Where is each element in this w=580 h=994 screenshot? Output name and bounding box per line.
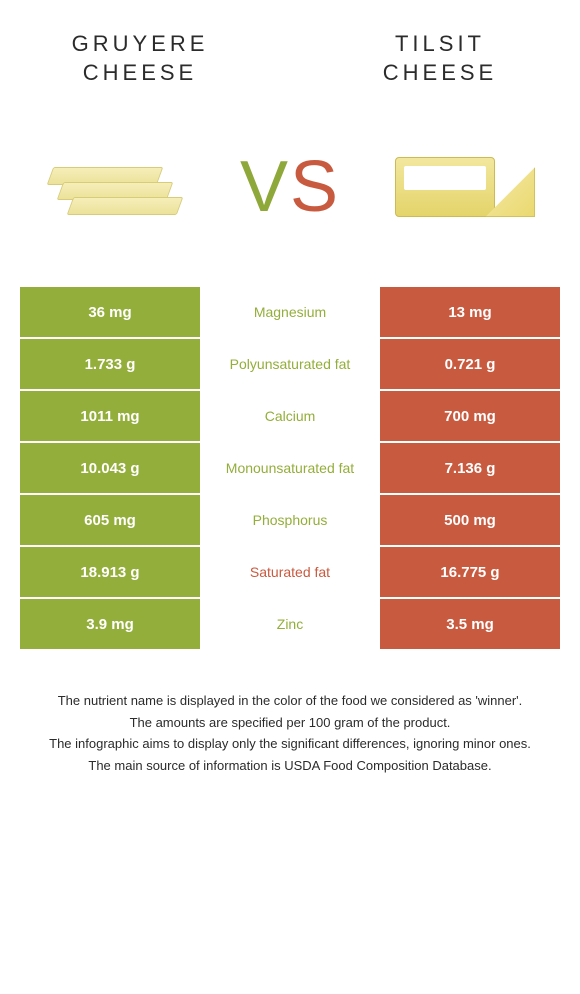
right-value: 700 mg bbox=[380, 391, 560, 441]
nutrient-label: Magnesium bbox=[200, 287, 380, 337]
right-value: 13 mg bbox=[380, 287, 560, 337]
nutrient-label: Polyunsaturated fat bbox=[200, 339, 380, 389]
nutrient-label: Calcium bbox=[200, 391, 380, 441]
infographic-root: GRUYERE CHEESE TILSIT CHEESE V S 36 mgMa… bbox=[0, 0, 580, 775]
right-value: 500 mg bbox=[380, 495, 560, 545]
left-value: 3.9 mg bbox=[20, 599, 200, 649]
right-food-title: TILSIT CHEESE bbox=[340, 30, 540, 87]
footer-line: The amounts are specified per 100 gram o… bbox=[30, 713, 550, 733]
left-value: 36 mg bbox=[20, 287, 200, 337]
vs-label: V S bbox=[240, 146, 340, 228]
right-value: 16.775 g bbox=[380, 547, 560, 597]
footer-line: The main source of information is USDA F… bbox=[30, 756, 550, 776]
left-food-title: GRUYERE CHEESE bbox=[40, 30, 240, 87]
left-value: 10.043 g bbox=[20, 443, 200, 493]
footer-line: The nutrient name is displayed in the co… bbox=[30, 691, 550, 711]
comparison-table: 36 mgMagnesium13 mg1.733 gPolyunsaturate… bbox=[20, 287, 560, 651]
table-row: 605 mgPhosphorus500 mg bbox=[20, 495, 560, 547]
header: GRUYERE CHEESE TILSIT CHEESE bbox=[0, 0, 580, 107]
left-value: 1011 mg bbox=[20, 391, 200, 441]
right-food-image bbox=[380, 127, 550, 247]
table-row: 18.913 gSaturated fat16.775 g bbox=[20, 547, 560, 599]
right-value: 7.136 g bbox=[380, 443, 560, 493]
nutrient-label: Phosphorus bbox=[200, 495, 380, 545]
right-value: 0.721 g bbox=[380, 339, 560, 389]
footer-notes: The nutrient name is displayed in the co… bbox=[0, 651, 580, 775]
left-value: 1.733 g bbox=[20, 339, 200, 389]
table-row: 36 mgMagnesium13 mg bbox=[20, 287, 560, 339]
right-value: 3.5 mg bbox=[380, 599, 560, 649]
footer-line: The infographic aims to display only the… bbox=[30, 734, 550, 754]
vs-v: V bbox=[240, 146, 290, 228]
nutrient-label: Saturated fat bbox=[200, 547, 380, 597]
table-row: 3.9 mgZinc3.5 mg bbox=[20, 599, 560, 651]
left-value: 605 mg bbox=[20, 495, 200, 545]
table-row: 10.043 gMonounsaturated fat7.136 g bbox=[20, 443, 560, 495]
left-food-image bbox=[30, 127, 200, 247]
nutrient-label: Monounsaturated fat bbox=[200, 443, 380, 493]
vs-s: S bbox=[290, 146, 340, 228]
nutrient-label: Zinc bbox=[200, 599, 380, 649]
table-row: 1.733 gPolyunsaturated fat0.721 g bbox=[20, 339, 560, 391]
left-value: 18.913 g bbox=[20, 547, 200, 597]
images-row: V S bbox=[0, 107, 580, 287]
table-row: 1011 mgCalcium700 mg bbox=[20, 391, 560, 443]
